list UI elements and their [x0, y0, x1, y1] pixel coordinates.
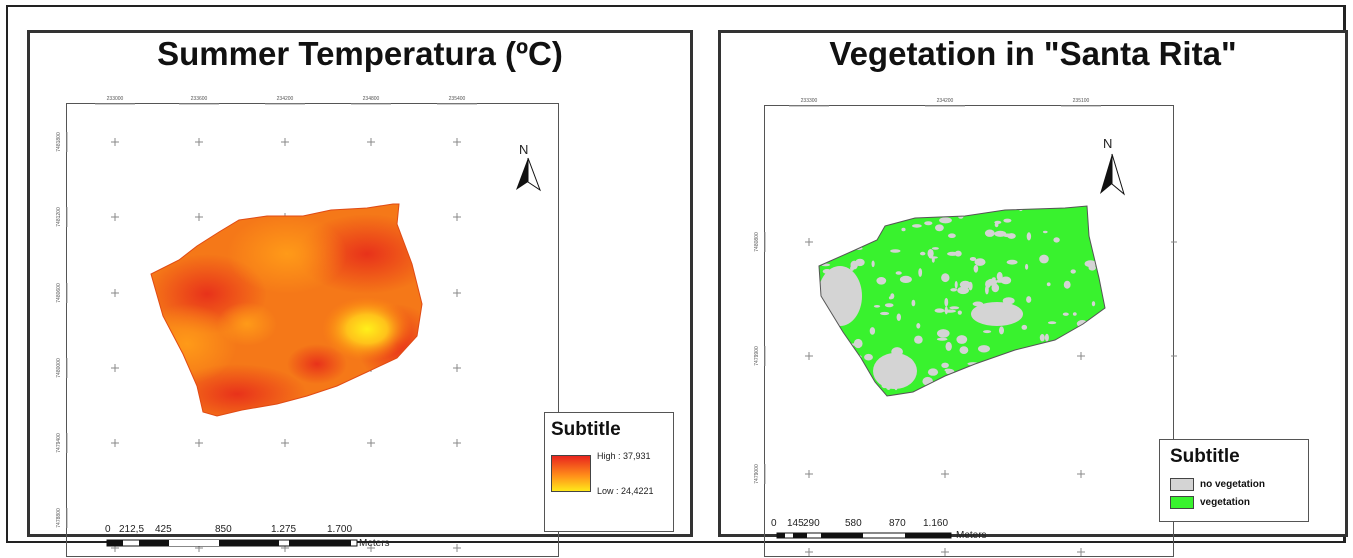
graticule-cross	[453, 544, 461, 552]
coordinate-label: 233600	[191, 96, 208, 102]
graticule-cross	[195, 138, 203, 146]
coordinate-label: 7479900	[754, 346, 760, 366]
graticule-cross	[941, 548, 949, 556]
vegetation-scale-bar	[776, 532, 952, 539]
vegetation-boundary	[818, 205, 1106, 397]
graticule-cross	[805, 352, 813, 360]
temperature-boundary	[150, 203, 423, 417]
graticule-cross	[111, 439, 119, 447]
graticule-cross	[1077, 352, 1085, 360]
graticule-cross	[453, 364, 461, 372]
graticule-cross	[805, 548, 813, 556]
scale-label: 870	[889, 518, 906, 529]
graticule-cross	[111, 213, 119, 221]
graticule-cross	[367, 439, 375, 447]
scale-label: 1.160	[923, 518, 949, 529]
north-label: N	[519, 142, 529, 157]
graticule-cross	[805, 238, 813, 246]
north-arrow-icon: N	[1097, 136, 1127, 205]
temperature-color-ramp	[551, 455, 591, 492]
coordinate-label: 7480000	[56, 358, 62, 378]
temperature-map-panel: Summer Temperatura (ºC)	[27, 30, 693, 557]
temperature-map-top-ticks: 233000 233600 234200 234800 235400	[95, 96, 477, 105]
graticule-cross	[195, 213, 203, 221]
temperature-scale-bar	[106, 539, 358, 547]
scale-label: 850	[215, 524, 232, 535]
graticule-cross	[111, 138, 119, 146]
vegetation-map-top-ticks: 233300 234200 235100	[789, 98, 1101, 107]
scale-label: 1.275	[271, 524, 297, 535]
vegetation-swatch	[1170, 496, 1194, 509]
temperature-raster	[151, 204, 422, 416]
vegetation-map-panel: Vegetation in "Santa Rita" 233300 234200 2…	[718, 30, 1348, 557]
scale-label: 0	[771, 518, 777, 529]
temperature-map-title: Summer Temperatura (ºC)	[157, 35, 563, 72]
temperature-map-side-ticks: 7481800 7481200 7480600 7480000 7479400 74788…	[56, 132, 68, 528]
coordinate-label: 7480800	[754, 232, 760, 252]
graticule-cross	[281, 138, 289, 146]
temperature-low-label: Low : 24,4221	[597, 486, 654, 496]
scale-unit: Meters	[956, 530, 987, 541]
north-label: N	[1103, 136, 1113, 151]
graticule-cross	[453, 138, 461, 146]
scale-label: 0	[105, 524, 111, 535]
graticule-cross	[281, 439, 289, 447]
coordinate-label: 234200	[937, 98, 954, 104]
temperature-legend-title: Subtitle	[551, 419, 621, 440]
coordinate-label: 7479000	[754, 464, 760, 484]
coordinate-label: 7481800	[56, 132, 62, 152]
vegetation-map-frame: 233300 234200 235100 7480800 7479900 7479000…	[754, 98, 1177, 557]
coordinate-label: 235400	[449, 96, 466, 102]
coordinate-label: 234200	[277, 96, 294, 102]
graticule-cross	[453, 213, 461, 221]
graticule-cross	[805, 470, 813, 478]
graticule-cross	[195, 439, 203, 447]
coordinate-label: 7478800	[56, 508, 62, 528]
graticule-cross	[111, 289, 119, 297]
temperature-map-frame: 233000 233600 234200 234800 235400 7481800 74…	[56, 96, 559, 557]
north-arrow-icon: N	[514, 142, 542, 201]
graticule-cross	[453, 439, 461, 447]
graticule-cross	[111, 364, 119, 372]
no-vegetation-swatch	[1170, 478, 1194, 491]
scale-label: 145	[787, 518, 804, 529]
temperature-high-label: High : 37,931	[597, 451, 651, 461]
no-vegetation-label: no vegetation	[1200, 479, 1266, 490]
vegetation-label: vegetation	[1200, 497, 1251, 508]
vegetation-legend-title: Subtitle	[1170, 446, 1240, 467]
vegetation-legend: Subtitle no vegetation vegetation	[1159, 439, 1309, 522]
graticule-cross	[941, 470, 949, 478]
coordinate-label: 233300	[801, 98, 818, 104]
coordinate-label: 7480600	[56, 283, 62, 303]
scale-label: 1.700	[327, 524, 353, 535]
vegetation-raster	[819, 206, 1105, 396]
scale-label: 290	[803, 518, 820, 529]
graticule-cross	[367, 138, 375, 146]
scale-label: 425	[155, 524, 172, 535]
vegetation-map-side-ticks: 7480800 7479900 7479000	[754, 232, 766, 484]
coordinate-label: 7479400	[56, 433, 62, 453]
scale-label: 580	[845, 518, 862, 529]
vegetation-map-title: Vegetation in "Santa Rita"	[829, 35, 1237, 72]
graticule-cross	[1077, 470, 1085, 478]
scale-unit: Meters	[359, 538, 390, 549]
coordinate-label: 7481200	[56, 207, 62, 227]
coordinate-label: 233000	[107, 96, 124, 102]
temperature-map-canvas: 233000 233600 234200 234800 235400 748180074…	[56, 96, 477, 552]
coordinate-label: 235100	[1073, 98, 1090, 104]
graticule-cross	[1077, 548, 1085, 556]
graticule-cross	[453, 289, 461, 297]
coordinate-label: 234800	[363, 96, 380, 102]
scale-label: 212,5	[119, 524, 145, 535]
vegetation-map-canvas: 233300 234200 235100 7480800 7479900 7479000	[754, 98, 1177, 556]
temperature-legend: Subtitle High : 37,931 Low : 24,4221	[544, 412, 674, 532]
